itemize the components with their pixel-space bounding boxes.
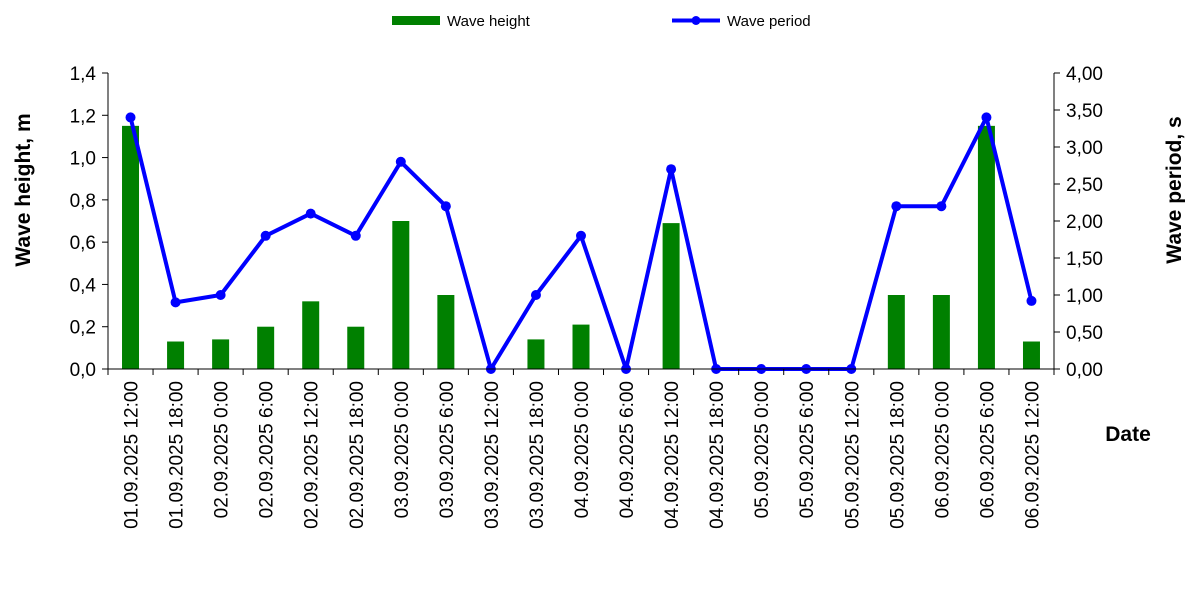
bar-wave-height — [392, 221, 410, 369]
legend-label-wave-height: Wave height — [447, 13, 531, 30]
y-right-tick-label: 2,50 — [1066, 175, 1103, 196]
bar-wave-height — [167, 341, 185, 369]
x-tick-label: 06.09.2025 0:00 — [932, 381, 953, 518]
bar-wave-height — [212, 339, 230, 369]
x-tick-label: 02.09.2025 0:00 — [212, 381, 233, 518]
y-left-tick-label: 1,4 — [70, 64, 97, 85]
point-wave-period — [981, 112, 992, 123]
x-tick-label: 05.09.2025 0:00 — [752, 381, 773, 518]
legend-marker-wave-period — [691, 16, 701, 25]
bar-wave-height — [1022, 341, 1040, 369]
bar-wave-height — [347, 326, 365, 369]
point-wave-period — [260, 230, 271, 241]
point-wave-period — [395, 156, 406, 167]
y-right-tick-label: 4,00 — [1066, 64, 1103, 85]
point-wave-period — [891, 201, 902, 212]
x-tick-label: 04.09.2025 18:00 — [707, 381, 728, 529]
point-wave-period — [305, 208, 316, 219]
x-tick-label: 06.09.2025 12:00 — [1022, 381, 1043, 529]
y-left-tick-label: 1,0 — [70, 149, 96, 170]
x-tick-label: 01.09.2025 18:00 — [167, 381, 188, 529]
y-left-tick-label: 0,8 — [70, 191, 96, 212]
point-wave-period — [350, 230, 361, 241]
x-tick-label: 04.09.2025 0:00 — [572, 381, 593, 518]
x-tick-label: 05.09.2025 6:00 — [797, 381, 818, 518]
line-series-wave-period — [125, 112, 1037, 374]
x-tick-label: 03.09.2025 18:00 — [527, 381, 548, 529]
x-tick-label: 02.09.2025 12:00 — [302, 381, 323, 529]
point-wave-period — [170, 297, 181, 308]
bar-wave-height — [437, 295, 455, 369]
point-wave-period — [666, 164, 677, 175]
y-right-tick-label: 2,00 — [1066, 212, 1103, 233]
x-axis-title: Date — [1105, 423, 1151, 446]
y-left-tick-label: 0,4 — [70, 275, 97, 296]
y-left-tick-label: 0,2 — [70, 318, 96, 339]
bar-wave-height — [932, 295, 950, 369]
bar-wave-height — [572, 324, 590, 369]
y-right-axis-title: Wave period, s — [1163, 116, 1185, 263]
x-tick-label: 03.09.2025 6:00 — [437, 381, 458, 518]
legend-swatch-wave-height — [392, 16, 440, 25]
y-left-tick-label: 0,0 — [70, 360, 96, 381]
bar-wave-height — [887, 295, 905, 369]
point-wave-period — [530, 290, 541, 300]
y-right-tick-label: 0,50 — [1066, 323, 1103, 344]
x-tick-label: 02.09.2025 6:00 — [257, 381, 278, 518]
y-left-axis-title: Wave height, m — [12, 113, 35, 266]
x-tick-label: 05.09.2025 12:00 — [842, 381, 863, 529]
y-right-tick-label: 3,00 — [1066, 138, 1103, 159]
x-tick-label: 01.09.2025 12:00 — [122, 381, 143, 529]
point-wave-period — [125, 112, 136, 123]
point-wave-period — [215, 290, 226, 300]
bar-wave-height — [302, 301, 320, 369]
y-right-tick-label: 3,50 — [1066, 101, 1103, 122]
bar-wave-height — [527, 339, 545, 369]
x-tick-label: 06.09.2025 6:00 — [977, 381, 998, 518]
y-left-tick-label: 1,2 — [70, 106, 96, 127]
x-tick-label: 05.09.2025 18:00 — [887, 381, 908, 529]
legend: Wave height Wave period — [392, 13, 811, 30]
x-tick-label: 03.09.2025 0:00 — [392, 381, 413, 518]
legend-label-wave-period: Wave period — [727, 13, 811, 30]
y-right-tick-label: 1,00 — [1066, 286, 1103, 307]
x-tick-label: 04.09.2025 12:00 — [662, 381, 683, 529]
point-wave-period — [1026, 295, 1037, 306]
point-wave-period — [440, 201, 451, 212]
axes: 0,0 0,2 0,4 0,6 0,8 1,0 1,2 1,4 0,00 0,50 1,00 1,50… — [70, 64, 1103, 529]
bar-wave-height — [257, 326, 275, 369]
bar-wave-height — [977, 125, 995, 369]
y-right-tick-label: 0,00 — [1066, 360, 1103, 381]
x-tick-label: 04.09.2025 6:00 — [617, 381, 638, 518]
bar-series-wave-height — [122, 125, 1040, 369]
bar-wave-height — [122, 125, 140, 369]
x-tick-label: 03.09.2025 12:00 — [482, 381, 503, 529]
bar-wave-height — [662, 223, 680, 369]
y-left-tick-label: 0,6 — [70, 233, 96, 254]
y-right-tick-label: 1,50 — [1066, 249, 1103, 270]
x-tick-label: 02.09.2025 18:00 — [347, 381, 368, 529]
point-wave-period — [936, 201, 947, 212]
point-wave-period — [576, 230, 586, 241]
